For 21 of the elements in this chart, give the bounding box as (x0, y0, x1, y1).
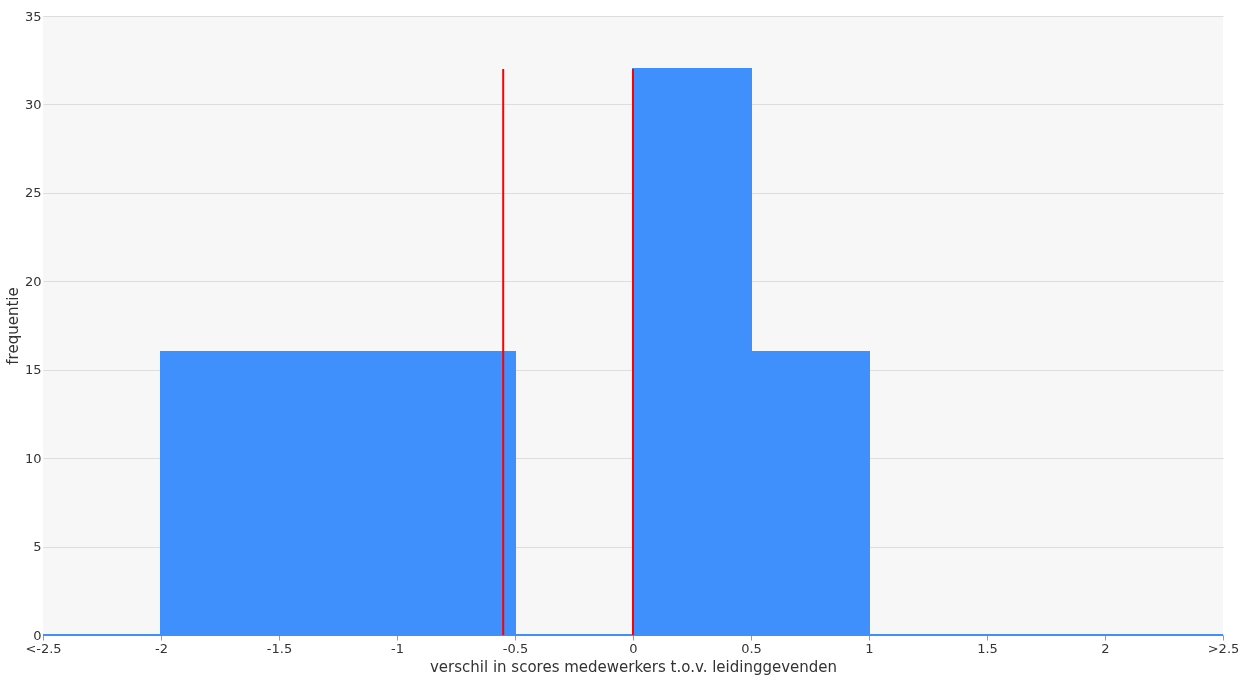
x-tick-label: 2 (1101, 640, 1110, 656)
x-tick-label: -1 (391, 640, 404, 656)
x-tick-label: 1 (865, 640, 874, 656)
y-axis-title: frequentie (3, 287, 22, 365)
x-tick-label: 0.5 (741, 640, 762, 656)
y-tick-label: 20 (24, 273, 42, 289)
y-tick-label: 30 (24, 96, 42, 112)
y-tick-label: 0 (33, 627, 42, 643)
y-tick-label: 15 (24, 362, 42, 378)
x-tick-label: -1.5 (266, 640, 293, 656)
x-tick-label: -2 (155, 640, 168, 656)
x-axis-title: verschil in scores medewerkers t.o.v. leidinggevenden (429, 657, 838, 676)
y-tick-label: 5 (33, 539, 42, 555)
y-tick-label: 10 (24, 450, 42, 466)
y-tick-label: 25 (24, 185, 42, 201)
x-tick-label: >2.5 (1207, 640, 1240, 656)
y-tick-label: 35 (24, 8, 42, 24)
x-tick-label: 1.5 (977, 640, 998, 656)
x-tick-label: <-2.5 (25, 640, 62, 656)
x-tick-label: -0.5 (502, 640, 529, 656)
x-tick-label: 0 (629, 640, 638, 656)
